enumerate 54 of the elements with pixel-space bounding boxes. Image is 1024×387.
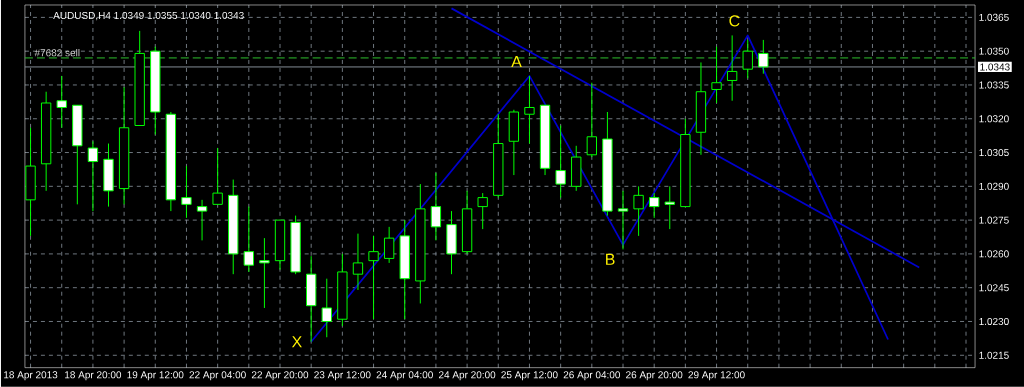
y-tick-label: 1.0305 xyxy=(979,149,1009,157)
candlestick xyxy=(181,165,192,219)
candlestick xyxy=(586,82,597,158)
x-tick-label: 22 Apr 20:00 xyxy=(251,371,309,381)
candlestick xyxy=(243,206,254,273)
candlestick xyxy=(477,192,488,230)
x-tick-label: 26 Apr 20:00 xyxy=(626,371,683,381)
candlestick xyxy=(212,147,223,206)
annotation: C xyxy=(729,15,740,27)
y-tick-label: 1.0335 xyxy=(979,81,1009,89)
x-tick-label: 19 Apr 12:00 xyxy=(127,371,184,381)
y-tick-label: 1.0320 xyxy=(979,115,1009,123)
annotation: X xyxy=(291,336,302,348)
candlestick xyxy=(368,235,379,320)
candlestick xyxy=(56,75,67,129)
candlestick xyxy=(196,199,208,242)
y-tick-label: 1.0260 xyxy=(979,250,1009,258)
annotation: A xyxy=(511,56,522,68)
y-tick-label: 1.0230 xyxy=(979,318,1009,326)
text: AUDUSD,H4 1.0349 1.0355 1.0340 1.0343 xyxy=(53,12,244,21)
candlestick xyxy=(87,140,99,212)
candlestick xyxy=(430,172,442,242)
y-tick-label: 1.0350 xyxy=(979,47,1009,55)
candlestick xyxy=(383,226,395,264)
ref-line-label: 1.0343 xyxy=(980,63,1010,71)
candlestick xyxy=(352,233,364,291)
candlestick xyxy=(259,237,270,309)
candlestick xyxy=(617,190,629,251)
candlestick xyxy=(633,186,644,237)
x-tick-label: 18 Apr 20:00 xyxy=(65,371,122,381)
y-tick-label: 1.0290 xyxy=(979,182,1009,191)
ref-line-label: #7682 sell xyxy=(34,49,80,57)
x-tick-label: 23 Apr 12:00 xyxy=(314,371,371,381)
x-tick-label: 22 Apr 04:00 xyxy=(189,371,246,381)
x-tick-label: 18 Apr 2013 xyxy=(4,371,58,381)
x-tick-label: 26 Apr 04:00 xyxy=(563,371,621,381)
candlestick xyxy=(664,186,675,230)
x-tick-label: 25 Apr 12:00 xyxy=(501,371,558,381)
candlestick xyxy=(555,125,566,199)
y-tick-label: 1.0275 xyxy=(979,216,1009,224)
y-tick-label: 1.0365 xyxy=(979,14,1009,22)
x-tick-label: 29 Apr 12:00 xyxy=(688,371,745,381)
candlestick xyxy=(321,278,332,338)
x-tick-label: 24 Apr 04:00 xyxy=(376,371,433,381)
candlestick xyxy=(711,46,722,104)
candlestick xyxy=(649,192,660,219)
y-tick-label: 1.0245 xyxy=(979,284,1009,292)
candlestick xyxy=(524,75,535,145)
candlestick xyxy=(758,39,769,75)
candlestick xyxy=(742,39,753,79)
candlestick xyxy=(726,35,738,102)
x-tick-label: 24 Apr 20:00 xyxy=(438,371,496,381)
y-tick-label: 1.0215 xyxy=(979,351,1009,359)
annotation: B xyxy=(606,254,615,265)
